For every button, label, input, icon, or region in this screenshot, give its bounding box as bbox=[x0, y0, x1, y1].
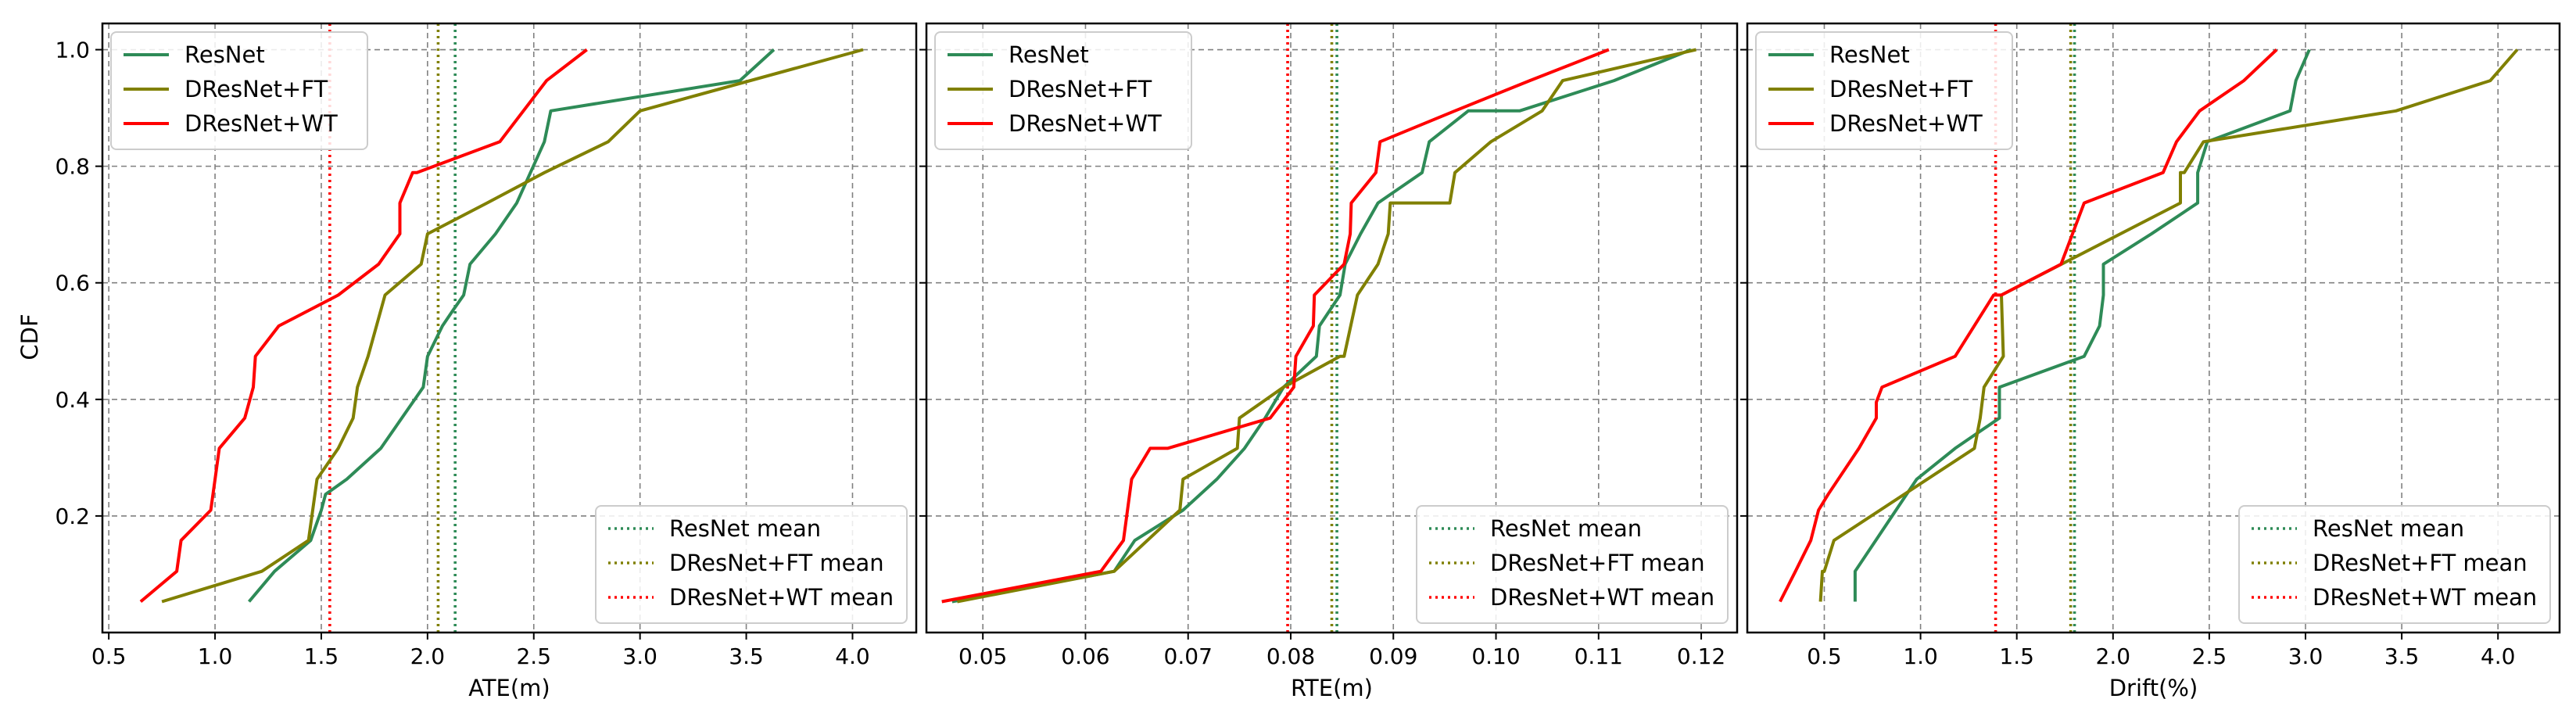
series-line-1 bbox=[951, 48, 1692, 604]
plot-frame bbox=[1746, 22, 2561, 634]
legend-label-mean-1: ResNet mean bbox=[2313, 515, 2464, 542]
legend-label-2: DResNet+FT bbox=[185, 76, 328, 102]
legend-label-mean-2: DResNet+FT mean bbox=[669, 550, 884, 576]
legend-label-2: DResNet+FT bbox=[1829, 76, 1973, 102]
y-tick-label: 0.6 bbox=[55, 271, 90, 296]
x-tick-label: 2.0 bbox=[2096, 643, 2131, 669]
x-tick-label: 0.05 bbox=[958, 643, 1007, 669]
x-tick-label: 4.0 bbox=[2481, 643, 2516, 669]
legend-box bbox=[1755, 31, 2013, 150]
series-line-2 bbox=[161, 48, 864, 604]
series-legend: ResNet DResNet+FT DResNet+WT bbox=[1755, 31, 2013, 150]
legend-box bbox=[2238, 505, 2551, 624]
series-line-3 bbox=[139, 48, 588, 604]
x-tick-label: 3.5 bbox=[2384, 643, 2420, 669]
x-tick-label: 0.07 bbox=[1164, 643, 1213, 669]
legend-label-3: DResNet+WT bbox=[1009, 110, 1162, 137]
x-tick-label: 4.0 bbox=[835, 643, 870, 669]
series-line-2 bbox=[957, 48, 1696, 604]
legend-label-2: DResNet+FT bbox=[1009, 76, 1152, 102]
y-tick-label: 1.0 bbox=[55, 38, 90, 63]
y-axis-label: CDF bbox=[16, 314, 43, 360]
x-tick-label: 0.5 bbox=[91, 643, 127, 669]
subplot-1: 0.5 1.0 1.5 2.0 2.5 3.0 3.5 4.0 0.2 0.4 0.6 0.8 1.0 A… bbox=[55, 22, 918, 701]
x-tick-label: 0.5 bbox=[1807, 643, 1842, 669]
legend-label-mean-1: ResNet mean bbox=[1490, 515, 1642, 542]
legend-label-1: ResNet bbox=[1829, 41, 1910, 68]
x-tick-label: 3.0 bbox=[622, 643, 657, 669]
x-tick-label: 0.06 bbox=[1061, 643, 1109, 669]
legend-label-mean-3: DResNet+WT mean bbox=[2313, 584, 2537, 611]
x-tick-label: 2.5 bbox=[516, 643, 551, 669]
subplot-3: 0.5 1.0 1.5 2.0 2.5 3.0 3.5 4.0 Drift(%) ResNet DR… bbox=[1740, 22, 2561, 701]
legend-label-mean-3: DResNet+WT mean bbox=[1490, 584, 1714, 611]
x-tick-label: 3.5 bbox=[729, 643, 764, 669]
x-axis-label: Drift(%) bbox=[2109, 675, 2198, 701]
series-legend: ResNet DResNet+FT DResNet+WT bbox=[110, 31, 368, 150]
series-line-1 bbox=[1853, 48, 2311, 602]
legend-label-3: DResNet+WT bbox=[1829, 110, 1983, 137]
legend-box bbox=[110, 31, 368, 150]
legend-label-mean-1: ResNet mean bbox=[669, 515, 821, 542]
legend-box bbox=[595, 505, 908, 624]
mean-legend: ResNet mean DResNet+FT mean DResNet+WT mea… bbox=[595, 505, 908, 624]
legend-label-mean-3: DResNet+WT mean bbox=[669, 584, 894, 611]
x-tick-label: 0.08 bbox=[1267, 643, 1315, 669]
series-line-3 bbox=[941, 48, 1610, 604]
y-tick-label: 0.2 bbox=[55, 504, 90, 529]
x-tick-label: 2.5 bbox=[2192, 643, 2227, 669]
y-tick-label: 0.8 bbox=[55, 154, 90, 180]
y-tick-label: 0.4 bbox=[55, 387, 90, 413]
subplot-2: 0.05 0.06 0.07 0.08 0.09 0.10 0.11 0.12 RTE(m) Re… bbox=[919, 22, 1739, 701]
legend-label-1: ResNet bbox=[1009, 41, 1089, 68]
plot-frame bbox=[925, 22, 1739, 634]
x-tick-label: 1.0 bbox=[198, 643, 233, 669]
x-tick-label: 0.09 bbox=[1369, 643, 1417, 669]
x-tick-label: 1.5 bbox=[1999, 643, 2034, 669]
x-tick-label: 1.5 bbox=[304, 643, 339, 669]
legend-label-3: DResNet+WT bbox=[185, 110, 338, 137]
mean-legend: ResNet mean DResNet+FT mean DResNet+WT mea… bbox=[1416, 505, 1729, 624]
legend-label-mean-2: DResNet+FT mean bbox=[2313, 550, 2528, 576]
x-axis-label: RTE(m) bbox=[1291, 675, 1373, 701]
legend-box bbox=[1416, 505, 1729, 624]
x-tick-label: 0.12 bbox=[1677, 643, 1725, 669]
mean-legend: ResNet mean DResNet+FT mean DResNet+WT mea… bbox=[2238, 505, 2551, 624]
legend-box bbox=[934, 31, 1192, 150]
legend-label-1: ResNet bbox=[185, 41, 265, 68]
x-tick-label: 1.0 bbox=[1903, 643, 1938, 669]
x-tick-label: 0.10 bbox=[1471, 643, 1520, 669]
x-axis-label: ATE(m) bbox=[468, 675, 550, 701]
plot-frame bbox=[101, 22, 918, 634]
x-tick-label: 2.0 bbox=[410, 643, 446, 669]
x-tick-label: 0.11 bbox=[1575, 643, 1623, 669]
series-line-1 bbox=[247, 48, 776, 603]
series-legend: ResNet DResNet+FT DResNet+WT bbox=[934, 31, 1192, 150]
series-line-2 bbox=[1818, 48, 2519, 602]
legend-label-mean-2: DResNet+FT mean bbox=[1490, 550, 1705, 576]
x-tick-label: 3.0 bbox=[2288, 643, 2323, 669]
series-line-3 bbox=[1779, 48, 2278, 603]
